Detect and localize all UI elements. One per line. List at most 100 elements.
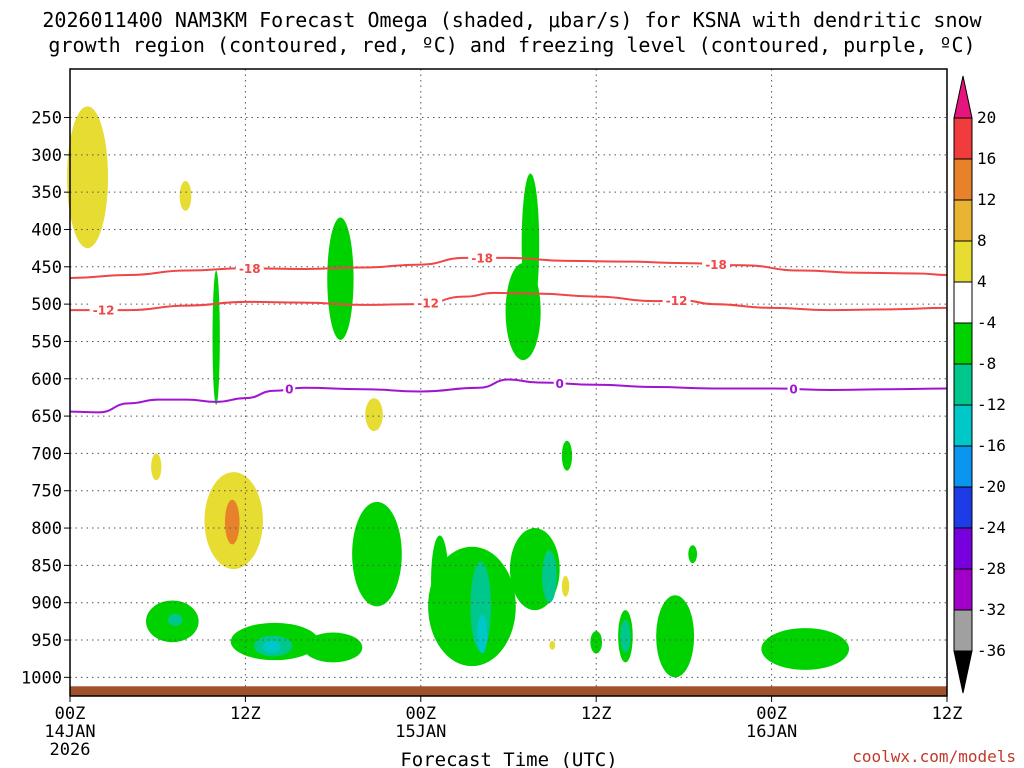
freezing-level-label-0: 0 bbox=[285, 383, 293, 397]
x-tick-date-48: 16JAN bbox=[746, 722, 797, 742]
y-tick-label-950: 950 bbox=[31, 631, 62, 651]
colorbar-bin-12 bbox=[953, 609, 973, 652]
dgz-minus18-label-bg-2 bbox=[702, 257, 731, 272]
colorbar-label-10: -24 bbox=[977, 518, 1006, 537]
downward-motion-teal-860 bbox=[542, 550, 557, 603]
downward-motion-green-960b bbox=[761, 628, 850, 670]
downward-motion-cyan-945 bbox=[262, 640, 281, 653]
downward-motion-teal-920 bbox=[167, 613, 183, 626]
colorbar-label-12: -32 bbox=[977, 600, 1006, 619]
dgz-minus12-label-1: -12 bbox=[417, 296, 439, 310]
downward-motion-green-705 bbox=[561, 440, 573, 471]
downward-motion-green-510 bbox=[505, 263, 541, 361]
y-tick-label-1000: 1000 bbox=[21, 668, 62, 688]
dgz-minus12-label-bg-2 bbox=[662, 293, 691, 308]
colorbar-bin-7 bbox=[953, 404, 973, 447]
upward-motion-yellow-955 bbox=[549, 640, 556, 650]
colorbar-bin-9 bbox=[953, 486, 973, 529]
y-tick-label-350: 350 bbox=[31, 183, 62, 203]
dgz-minus12-label-2: -12 bbox=[666, 294, 688, 308]
contour-lines: -18 -18 -18 -12 -12 -12 0 0 0 bbox=[69, 250, 948, 414]
freezing-level-label-1: 0 bbox=[555, 377, 563, 391]
downward-motion-green-940 bbox=[656, 595, 695, 678]
upward-motion-yellow-640 bbox=[365, 398, 383, 432]
colorbar-label-11: -28 bbox=[977, 559, 1006, 578]
x-tick-label-60: 12Z bbox=[932, 704, 963, 724]
colorbar-label-9: -20 bbox=[977, 477, 1006, 496]
x-tick-label-36: 12Z bbox=[581, 704, 612, 724]
y-tick-label-550: 550 bbox=[31, 332, 62, 352]
plot-frame bbox=[69, 68, 948, 697]
y-tick-label-750: 750 bbox=[31, 482, 62, 502]
colorbar-label-13: -36 bbox=[977, 641, 1006, 660]
watermark-text: coolwx.com/models bbox=[852, 747, 1016, 766]
colorbar-bottom-arrow bbox=[953, 650, 973, 694]
upward-motion-yellow-715 bbox=[151, 453, 162, 481]
downward-motion-green-460 bbox=[327, 217, 354, 340]
dgz-minus18-label-1: -18 bbox=[471, 251, 493, 265]
freezing-level-line bbox=[69, 378, 948, 414]
dgz-minus18-label-0: -18 bbox=[239, 262, 261, 276]
colorbar: 20 16 12 8 4 -4 -8 -12 -16 -20 -24 -28 -32 -36 bbox=[953, 75, 1006, 694]
colorbar-label-0: 20 bbox=[977, 108, 996, 127]
x-tick-label-24: 00Z bbox=[405, 704, 436, 724]
terrain-layer bbox=[70, 686, 947, 696]
y-tick-label-500: 500 bbox=[31, 295, 62, 315]
y-tick-label-650: 650 bbox=[31, 407, 62, 427]
downward-motion-green-835 bbox=[352, 501, 402, 607]
x-axis-title: Forecast Time (UTC) bbox=[400, 749, 617, 768]
colorbar-label-5: -4 bbox=[977, 313, 996, 332]
dgz-minus18-label-bg-0 bbox=[235, 261, 264, 276]
colorbar-label-6: -8 bbox=[977, 354, 996, 373]
colorbar-bin-1 bbox=[953, 158, 973, 201]
colorbar-bin-5 bbox=[953, 322, 973, 365]
dgz-minus12-line bbox=[70, 291, 948, 312]
x-tick-date-24: 15JAN bbox=[395, 722, 446, 742]
y-tick-label-700: 700 bbox=[31, 444, 62, 464]
dgz-minus12-label-bg-1 bbox=[414, 295, 443, 310]
dgz-minus12-label-0: -12 bbox=[93, 304, 115, 318]
dgz-minus18-line bbox=[69, 256, 948, 279]
upward-motion-yellow-350 bbox=[179, 180, 192, 211]
ground-surface bbox=[70, 686, 947, 696]
upward-motion-yellow-left-upper bbox=[67, 106, 109, 249]
colorbar-label-7: -12 bbox=[977, 395, 1006, 414]
chart-title-line-1: 2026011400 NAM3KM Forecast Omega (shaded… bbox=[42, 8, 982, 32]
downward-motion-green-500 bbox=[212, 270, 220, 405]
y-tick-label-900: 900 bbox=[31, 594, 62, 614]
dgz-minus12-label-bg-0 bbox=[89, 303, 118, 318]
freezing-level-label-bg-1 bbox=[553, 376, 566, 391]
y-tick-label-400: 400 bbox=[31, 220, 62, 240]
y-tick-label-300: 300 bbox=[31, 146, 62, 166]
freezing-level-label-2: 0 bbox=[789, 383, 797, 397]
downward-motion-green-870 bbox=[431, 535, 449, 626]
downward-motion-green-835b bbox=[688, 545, 698, 564]
colorbar-bin-0 bbox=[953, 117, 973, 160]
chart-title-line-2: growth region (contoured, red, ºC) and f… bbox=[48, 33, 975, 57]
downward-motion-green-960 bbox=[303, 632, 363, 663]
colorbar-label-4: 4 bbox=[977, 272, 987, 291]
colorbar-bin-2 bbox=[953, 199, 973, 242]
x-tick-date-0: 14JAN bbox=[44, 722, 95, 742]
y-axis: 250 300 350 400 450 500 550 600 650 700 750 800 850 9… bbox=[21, 109, 70, 688]
colorbar-bin-10 bbox=[953, 527, 973, 570]
colorbar-bin-6 bbox=[953, 363, 973, 406]
plot-gridlines bbox=[70, 69, 947, 696]
downward-motion-cyan-940 bbox=[477, 614, 488, 654]
x-tick-label-12: 12Z bbox=[230, 704, 261, 724]
colorbar-label-2: 12 bbox=[977, 190, 996, 209]
x-tick-year-0: 2026 bbox=[50, 740, 91, 760]
colorbar-label-3: 8 bbox=[977, 231, 987, 250]
dgz-minus18-label-bg-1 bbox=[468, 250, 497, 265]
y-tick-label-800: 800 bbox=[31, 519, 62, 539]
upward-motion-orange-790 bbox=[224, 499, 240, 545]
x-tick-label-0: 00Z bbox=[55, 704, 86, 724]
colorbar-top-arrow bbox=[953, 75, 973, 119]
omega-shading bbox=[67, 106, 850, 678]
colorbar-bin-4 bbox=[953, 281, 973, 324]
dgz-minus18-label-2: -18 bbox=[705, 258, 727, 272]
colorbar-label-1: 16 bbox=[977, 149, 996, 168]
colorbar-bin-8 bbox=[953, 445, 973, 488]
